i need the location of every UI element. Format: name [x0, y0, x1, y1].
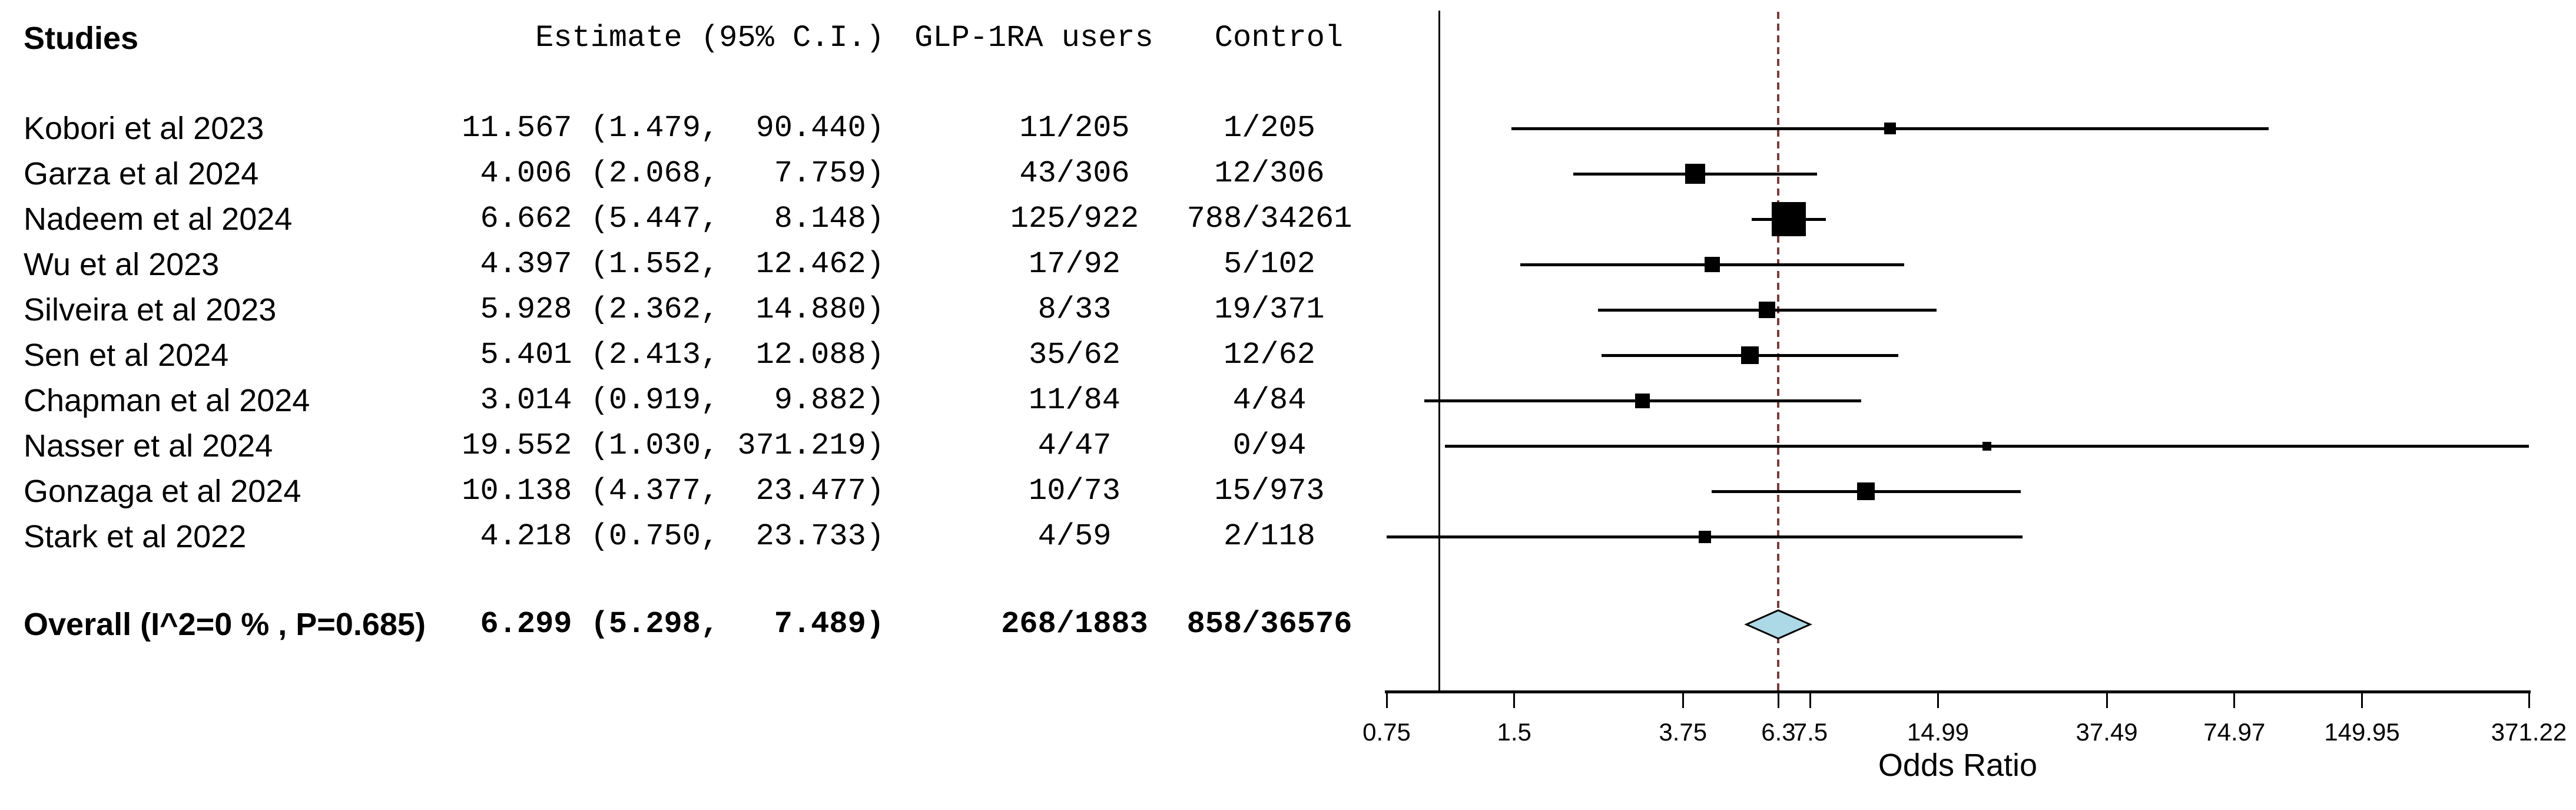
study-glp-count: 17/92 [1028, 247, 1121, 282]
x-axis-tick [1777, 693, 1779, 708]
column-header-studies: Studies [24, 21, 139, 56]
x-axis-tick-label: 0.75 [1362, 718, 1411, 746]
x-axis-tick-label: 74.97 [2203, 718, 2266, 746]
study-estimate-ci: 10.138 (4.377, 23.477) [462, 474, 884, 508]
study-control-count: 19/371 [1214, 292, 1325, 327]
study-glp-count: 10/73 [1028, 474, 1121, 508]
study-glp-count: 4/47 [1037, 428, 1112, 463]
study-control-count: 2/118 [1223, 519, 1316, 554]
study-name: Nasser et al 2024 [24, 428, 273, 464]
study-glp-count: 4/59 [1037, 519, 1112, 554]
x-axis-tick [1385, 693, 1388, 708]
x-axis-tick-label: 371.22 [2491, 718, 2567, 746]
study-estimate-ci: 4.218 (0.750, 23.733) [462, 519, 884, 554]
x-axis-tick [2106, 693, 2108, 708]
x-axis-tick [1513, 693, 1516, 708]
study-glp-count: 11/205 [1019, 111, 1130, 146]
effect-size-marker [1705, 257, 1720, 272]
overall-glp-count: 268/1883 [1001, 607, 1148, 642]
study-name: Gonzaga et al 2024 [24, 474, 301, 509]
study-name: Silveira et al 2023 [24, 292, 277, 328]
study-estimate-ci: 4.006 (2.068, 7.759) [462, 156, 884, 191]
study-control-count: 4/84 [1232, 383, 1307, 418]
x-axis-tick-label: 14.99 [1907, 718, 1970, 746]
study-control-count: 12/306 [1214, 156, 1325, 191]
overall-diamond [1744, 609, 1813, 640]
x-axis-tick-label: 1.5 [1497, 718, 1531, 746]
study-name: Kobori et al 2023 [24, 111, 264, 146]
study-estimate-ci: 3.014 (0.919, 9.882) [462, 383, 884, 418]
study-control-count: 5/102 [1223, 247, 1316, 282]
study-estimate-ci: 4.397 (1.552, 12.462) [462, 247, 884, 282]
column-header-control: Control [1214, 21, 1344, 55]
study-glp-count: 125/922 [1010, 201, 1139, 236]
effect-size-marker [1635, 393, 1650, 408]
study-name: Wu et al 2023 [24, 247, 220, 282]
x-axis-tick-label: 6.3 [1761, 718, 1796, 746]
effect-size-marker [1982, 441, 1992, 451]
study-control-count: 0/94 [1232, 428, 1307, 463]
x-axis-tick [1682, 693, 1684, 708]
study-control-count: 1/205 [1223, 111, 1316, 146]
x-axis-line [1385, 690, 2531, 693]
overall-label: Overall (I^2=0 % , P=0.685) [24, 607, 426, 642]
x-axis-tick [1809, 693, 1812, 708]
study-name: Stark et al 2022 [24, 519, 247, 554]
effect-size-marker [1771, 202, 1806, 236]
study-control-count: 12/62 [1223, 338, 1316, 372]
x-axis-tick-label: 3.75 [1659, 718, 1708, 746]
effect-size-marker [1685, 164, 1705, 184]
study-estimate-ci: 11.567 (1.479, 90.440) [462, 111, 884, 146]
effect-size-marker [1857, 482, 1875, 500]
x-axis-tick-label: 149.95 [2324, 718, 2400, 746]
x-axis-tick [1937, 693, 1939, 708]
study-estimate-ci: 5.401 (2.413, 12.088) [462, 338, 884, 372]
x-axis-title: Odds Ratio [1878, 748, 2038, 783]
x-axis-tick-label: 37.49 [2076, 718, 2138, 746]
effect-size-marker [1741, 346, 1759, 364]
column-header-glp-users: GLP-1RA users [914, 21, 1153, 55]
study-glp-count: 11/84 [1028, 383, 1121, 418]
x-axis-tick [2528, 693, 2530, 708]
study-glp-count: 43/306 [1019, 156, 1130, 191]
pooled-estimate-dashed-line [1777, 12, 1780, 692]
study-control-count: 15/973 [1214, 474, 1325, 508]
effect-size-marker [1759, 302, 1776, 318]
x-axis-tick [2361, 693, 2363, 708]
effect-size-marker [1884, 123, 1897, 134]
overall-diamond-shape [1744, 609, 1813, 640]
overall-control-count: 858/36576 [1186, 607, 1352, 642]
x-axis-tick-label: 7.5 [1793, 718, 1828, 746]
study-estimate-ci: 6.662 (5.447, 8.148) [462, 201, 884, 236]
study-name: Chapman et al 2024 [24, 383, 310, 418]
study-control-count: 788/34261 [1186, 201, 1352, 236]
overall-estimate: 6.299 (5.298, 7.489) [462, 607, 884, 642]
reference-line-or1 [1438, 11, 1441, 692]
study-name: Garza et al 2024 [24, 156, 259, 191]
study-name: Nadeem et al 2024 [24, 201, 293, 237]
study-glp-count: 35/62 [1028, 338, 1121, 372]
study-name: Sen et al 2024 [24, 338, 229, 373]
x-axis-tick [2233, 693, 2236, 708]
study-glp-count: 8/33 [1037, 292, 1112, 327]
effect-size-marker [1698, 530, 1711, 543]
study-estimate-ci: 19.552 (1.030, 371.219) [462, 428, 884, 463]
study-estimate-ci: 5.928 (2.362, 14.880) [462, 292, 884, 327]
column-header-estimate: Estimate (95% C.I.) [535, 21, 884, 55]
